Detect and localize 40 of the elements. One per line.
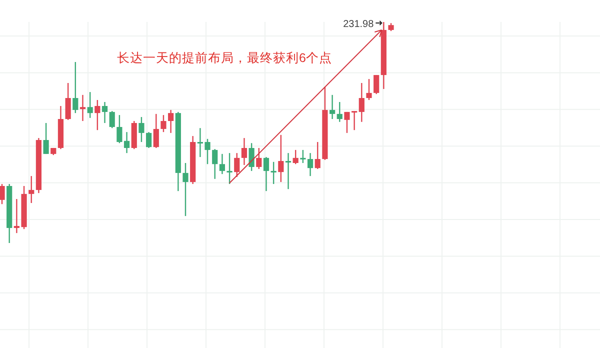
- candlestick: [336, 101, 342, 122]
- candlestick: [28, 175, 34, 204]
- candlestick: [330, 94, 336, 120]
- candlestick: [307, 152, 314, 177]
- candlestick: [138, 116, 144, 143]
- candlestick: [285, 152, 292, 190]
- candlestick: [80, 94, 86, 122]
- candlestick: [226, 152, 232, 185]
- candlestick: [292, 149, 298, 165]
- candlestick: [102, 101, 108, 124]
- candlestick: [153, 113, 159, 149]
- candlestick: [358, 82, 364, 122]
- candlestick: [212, 148, 218, 180]
- annotation: 长达一天的提前布局，最终获利6个点: [117, 51, 332, 65]
- candlestick: [65, 82, 71, 121]
- candlestick: [72, 61, 78, 114]
- candlestick: [43, 122, 49, 155]
- candlestick: [241, 137, 248, 166]
- candlestick: [263, 156, 270, 192]
- candlestick: [124, 131, 130, 154]
- candlestick: [146, 131, 152, 149]
- candlestick: [94, 99, 100, 131]
- candlestick: [374, 74, 380, 95]
- candlestick: [168, 109, 174, 134]
- candlestick: [160, 114, 166, 133]
- candlestick: [278, 134, 284, 183]
- candlestick: [366, 78, 372, 101]
- candlestick: [219, 153, 225, 175]
- candlestick: [182, 162, 188, 217]
- candlestick: [248, 142, 254, 172]
- candlestick: [87, 91, 93, 119]
- candlestick: [314, 141, 320, 170]
- annotation: 231.98: [343, 19, 374, 30]
- candlestick: [300, 149, 306, 164]
- candlestick: [256, 147, 262, 170]
- candlestick: [116, 114, 122, 144]
- candlestick: [0, 183, 5, 205]
- candlestick: [234, 152, 240, 178]
- candlestick: [270, 161, 276, 185]
- candlestick: [109, 110, 115, 129]
